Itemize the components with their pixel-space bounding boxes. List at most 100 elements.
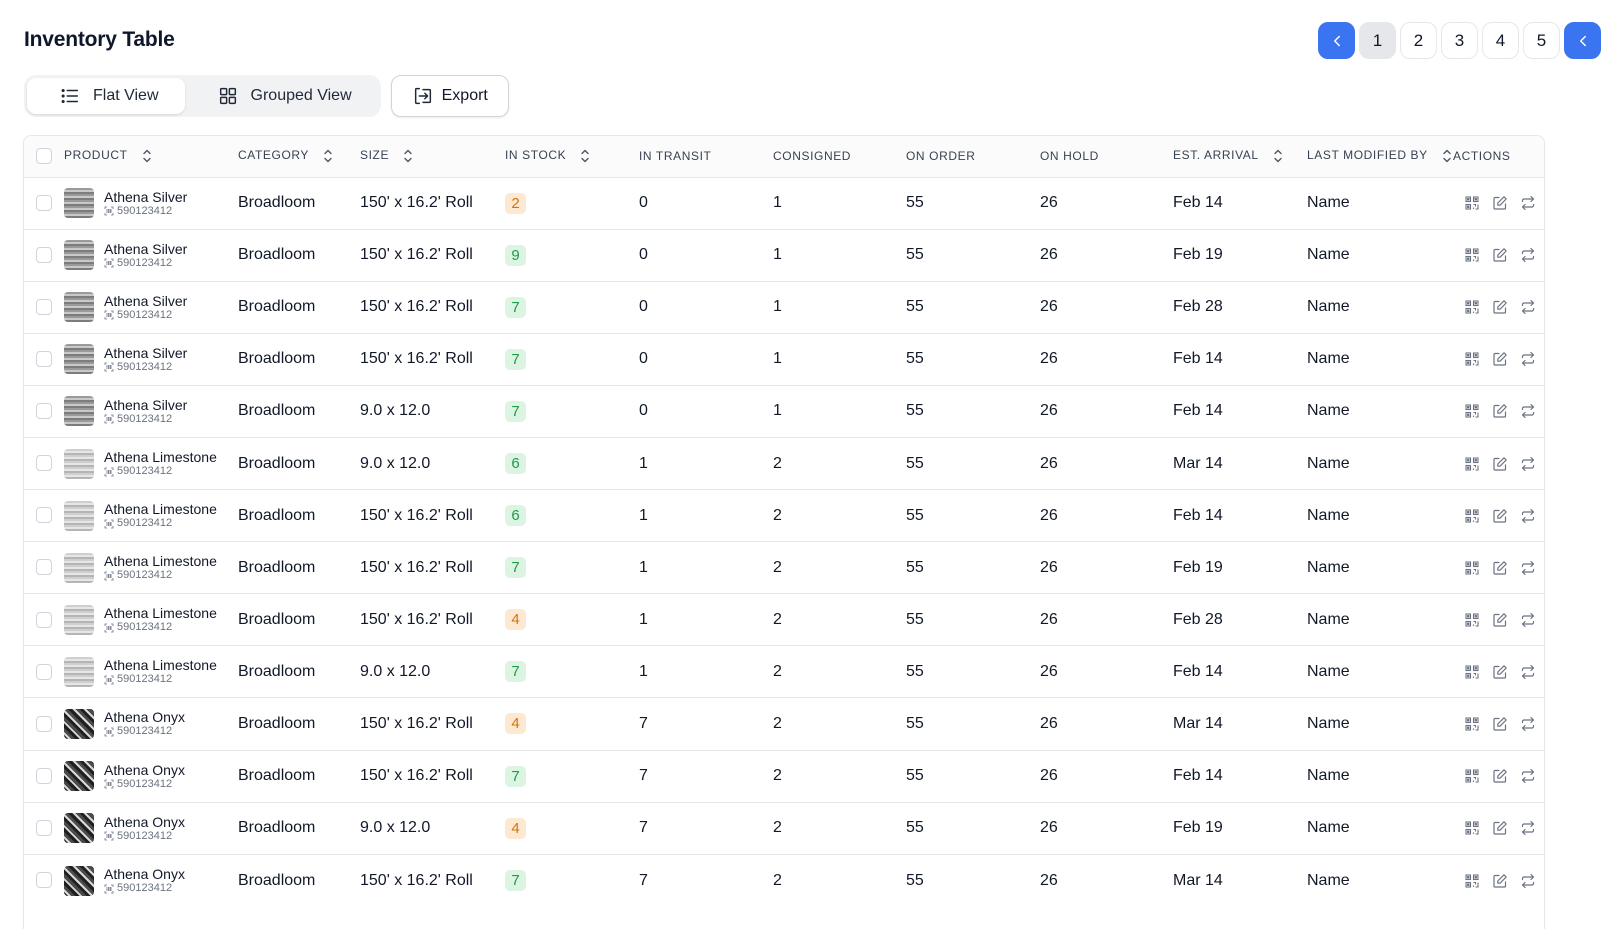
qr-code-icon[interactable]: [1464, 716, 1480, 732]
transfer-icon[interactable]: [1520, 820, 1536, 836]
header-product[interactable]: PRODUCT: [64, 136, 238, 177]
table-row[interactable]: Athena Silver 590123412 Broadloom 150' x…: [24, 177, 1544, 229]
transfer-icon[interactable]: [1520, 664, 1536, 680]
header-last-modified-by[interactable]: LAST MODIFIED BY: [1307, 136, 1453, 177]
header-category[interactable]: CATEGORY: [238, 136, 360, 177]
row-checkbox[interactable]: [36, 663, 52, 680]
select-all-checkbox[interactable]: [36, 148, 52, 165]
edit-icon[interactable]: [1492, 612, 1508, 628]
page-button-3[interactable]: 3: [1441, 22, 1478, 59]
qr-code-icon[interactable]: [1464, 664, 1480, 680]
edit-icon[interactable]: [1492, 716, 1508, 732]
sort-icon[interactable]: [403, 148, 413, 164]
transfer-icon[interactable]: [1520, 768, 1536, 784]
qr-code-icon[interactable]: [1464, 195, 1480, 211]
edit-icon[interactable]: [1492, 664, 1508, 680]
transfer-icon[interactable]: [1520, 612, 1536, 628]
transfer-icon[interactable]: [1520, 456, 1536, 472]
pagination-next-button[interactable]: [1564, 22, 1601, 59]
edit-icon[interactable]: [1492, 508, 1508, 524]
edit-icon[interactable]: [1492, 456, 1508, 472]
row-checkbox[interactable]: [36, 507, 52, 524]
qr-code-icon[interactable]: [1464, 873, 1480, 889]
page-button-5[interactable]: 5: [1523, 22, 1560, 59]
table-row[interactable]: Athena Onyx 590123412 Broadloom 150' x 1…: [24, 697, 1544, 750]
transfer-icon[interactable]: [1520, 299, 1536, 315]
on-order-cell: 55: [906, 298, 924, 316]
qr-code-icon[interactable]: [1464, 508, 1480, 524]
on-order-cell: 55: [906, 558, 924, 576]
row-checkbox[interactable]: [36, 351, 52, 368]
edit-icon[interactable]: [1492, 820, 1508, 836]
sort-icon[interactable]: [323, 148, 333, 164]
transfer-icon[interactable]: [1520, 247, 1536, 263]
transfer-icon[interactable]: [1520, 716, 1536, 732]
table-row[interactable]: Athena Silver 590123412 Broadloom 150' x…: [24, 281, 1544, 333]
sort-icon[interactable]: [580, 148, 590, 164]
header-size[interactable]: SIZE: [360, 136, 505, 177]
table-row[interactable]: Athena Onyx 590123412 Broadloom 9.0 x 12…: [24, 802, 1544, 854]
transfer-icon[interactable]: [1520, 195, 1536, 211]
header-in-stock[interactable]: IN STOCK: [505, 136, 639, 177]
flat-view-button[interactable]: Flat View: [27, 78, 185, 114]
row-checkbox[interactable]: [36, 246, 52, 263]
table-row[interactable]: Athena Limestone 590123412 Broadloom 150…: [24, 541, 1544, 594]
qr-code-icon[interactable]: [1464, 612, 1480, 628]
sort-icon[interactable]: [142, 148, 152, 164]
export-button[interactable]: Export: [390, 75, 509, 117]
row-checkbox[interactable]: [36, 559, 52, 576]
pagination-prev-button[interactable]: [1318, 22, 1355, 59]
transfer-icon[interactable]: [1520, 403, 1536, 419]
qr-code-icon[interactable]: [1464, 456, 1480, 472]
transfer-icon[interactable]: [1520, 508, 1536, 524]
table-row[interactable]: Athena Onyx 590123412 Broadloom 150' x 1…: [24, 750, 1544, 802]
edit-icon[interactable]: [1492, 195, 1508, 211]
qr-code-icon[interactable]: [1464, 403, 1480, 419]
row-checkbox[interactable]: [36, 767, 52, 784]
qr-code-icon[interactable]: [1464, 299, 1480, 315]
table-row[interactable]: Athena Silver 590123412 Broadloom 150' x…: [24, 333, 1544, 385]
table-row[interactable]: Athena Limestone 590123412 Broadloom 150…: [24, 593, 1544, 646]
table-row[interactable]: Athena Silver 590123412 Broadloom 9.0 x …: [24, 385, 1544, 437]
edit-icon[interactable]: [1492, 560, 1508, 576]
product-thumbnail: [64, 188, 94, 219]
row-checkbox[interactable]: [36, 819, 52, 836]
row-checkbox[interactable]: [36, 872, 52, 889]
modified-by-cell: Name: [1307, 402, 1350, 420]
row-checkbox[interactable]: [36, 194, 52, 211]
sort-icon[interactable]: [1442, 148, 1452, 164]
header-est-arrival[interactable]: EST. ARRIVAL: [1173, 136, 1307, 177]
grouped-view-button[interactable]: Grouped View: [185, 78, 378, 114]
qr-code-icon[interactable]: [1464, 768, 1480, 784]
consigned-cell: 2: [773, 819, 782, 837]
qr-code-icon[interactable]: [1464, 820, 1480, 836]
row-checkbox[interactable]: [36, 455, 52, 472]
edit-icon[interactable]: [1492, 873, 1508, 889]
edit-icon[interactable]: [1492, 403, 1508, 419]
transfer-icon[interactable]: [1520, 351, 1536, 367]
page-button-1[interactable]: 1: [1359, 22, 1396, 59]
edit-icon[interactable]: [1492, 247, 1508, 263]
row-checkbox[interactable]: [36, 611, 52, 628]
page-button-4[interactable]: 4: [1482, 22, 1519, 59]
sort-icon[interactable]: [1273, 148, 1283, 164]
export-label: Export: [441, 87, 488, 104]
qr-code-icon[interactable]: [1464, 351, 1480, 367]
row-checkbox[interactable]: [36, 299, 52, 315]
row-checkbox[interactable]: [36, 403, 52, 420]
edit-icon[interactable]: [1492, 299, 1508, 315]
table-row[interactable]: Athena Silver 590123412 Broadloom 150' x…: [24, 229, 1544, 281]
edit-icon[interactable]: [1492, 351, 1508, 367]
edit-icon[interactable]: [1492, 768, 1508, 784]
qr-code-icon[interactable]: [1464, 247, 1480, 263]
transfer-icon[interactable]: [1520, 560, 1536, 576]
table-row[interactable]: Athena Limestone 590123412 Broadloom 9.0…: [24, 645, 1544, 698]
row-actions: [1453, 403, 1544, 419]
table-row[interactable]: Athena Onyx 590123412 Broadloom 150' x 1…: [24, 854, 1544, 906]
row-checkbox[interactable]: [36, 715, 52, 732]
table-row[interactable]: Athena Limestone 590123412 Broadloom 9.0…: [24, 437, 1544, 489]
transfer-icon[interactable]: [1520, 873, 1536, 889]
qr-code-icon[interactable]: [1464, 560, 1480, 576]
table-row[interactable]: Athena Limestone 590123412 Broadloom 150…: [24, 489, 1544, 542]
page-button-2[interactable]: 2: [1400, 22, 1437, 59]
